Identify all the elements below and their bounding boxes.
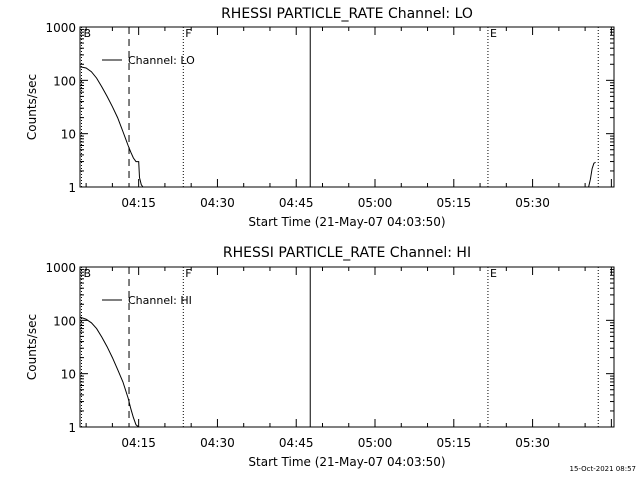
plot-panel-1: RHESSI PARTICLE_RATE Channel: LO 1 10 100 10… [25, 6, 615, 229]
x-tick-label: 05:15 [437, 436, 472, 450]
legend-label: Channel: LO [128, 54, 195, 67]
series-line [79, 66, 144, 188]
x-tick-label: 04:15 [121, 436, 156, 450]
y-tick-label: 1000 [45, 261, 76, 275]
x-tick-label: 05:00 [358, 196, 393, 210]
plot-panel-2: RHESSI PARTICLE_RATE Channel: HI 1 10 100 10… [25, 245, 615, 469]
time-marker-label: F [185, 267, 191, 280]
legend-label: Channel: HI [128, 294, 192, 307]
y-tick-label: 10 [61, 128, 76, 142]
y-tick-label: 1 [68, 181, 76, 195]
x-axis-label: Start Time (21-May-07 04:03:50) [248, 455, 445, 469]
x-tick-label: 05:15 [437, 196, 472, 210]
time-marker-label: B [84, 27, 92, 40]
date-stamp: 15-Oct-2021 08:57 [569, 465, 636, 473]
x-tick-label: 04:30 [200, 436, 235, 450]
x-axis-label: Start Time (21-May-07 04:03:50) [248, 215, 445, 229]
y-tick-label: 1000 [45, 21, 76, 35]
plot-frame [79, 266, 615, 428]
x-tick-label: 04:45 [279, 436, 314, 450]
x-tick-label: 05:00 [358, 436, 393, 450]
chart-title: RHESSI PARTICLE_RATE Channel: HI [223, 245, 471, 261]
time-marker-label: B [84, 267, 92, 280]
y-tick-label: 1 [68, 421, 76, 435]
y-axis-label: Counts/sec [25, 74, 39, 140]
x-tick-label: 04:30 [200, 196, 235, 210]
y-tick-label: 100 [53, 314, 76, 328]
time-marker-label: F [185, 27, 191, 40]
time-marker-label: E [490, 27, 497, 40]
y-tick-label: 10 [61, 368, 76, 382]
x-tick-label: 04:15 [121, 196, 156, 210]
x-tick-label: 05:30 [515, 196, 550, 210]
plot-frame [79, 26, 615, 188]
y-tick-label: 100 [53, 74, 76, 88]
x-tick-label: 04:45 [279, 196, 314, 210]
chart-title: RHESSI PARTICLE_RATE Channel: LO [221, 6, 473, 22]
series-line [588, 161, 596, 188]
time-marker-label: E [490, 267, 497, 280]
x-tick-label: 05:30 [515, 436, 550, 450]
y-axis-label: Counts/sec [25, 314, 39, 380]
series-line [79, 316, 140, 428]
